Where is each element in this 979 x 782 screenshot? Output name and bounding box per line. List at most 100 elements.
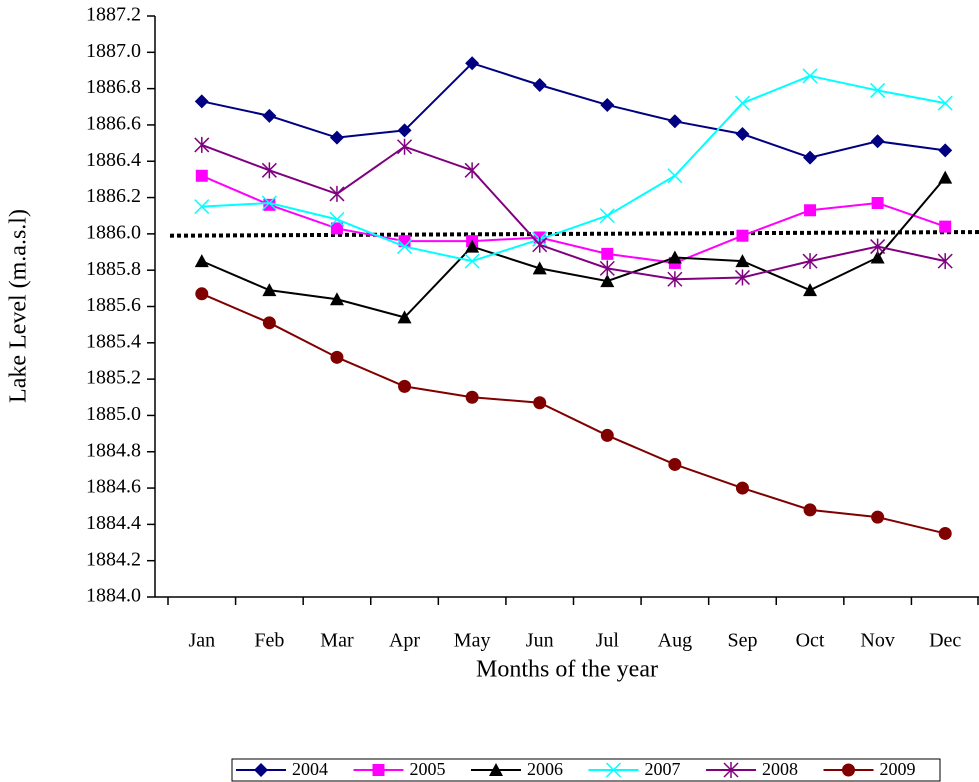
x-tick-label: Jun <box>526 630 554 652</box>
data-point <box>261 162 277 179</box>
data-point <box>870 238 886 255</box>
data-point <box>261 195 277 211</box>
x-tick-label: May <box>454 630 491 652</box>
data-point <box>195 169 208 182</box>
data-point <box>938 143 953 158</box>
y-tick-label: 1886.6 <box>86 113 141 135</box>
x-axis-title: Months of the year <box>476 657 658 683</box>
data-point <box>194 94 209 109</box>
data-point <box>736 229 749 242</box>
x-tick-label: Aug <box>658 630 692 652</box>
data-point <box>870 134 885 149</box>
data-point <box>937 95 953 111</box>
data-point <box>600 97 615 112</box>
data-point <box>667 114 682 129</box>
y-tick-label: 1887.2 <box>86 4 141 26</box>
data-point <box>398 379 412 393</box>
data-point <box>870 250 885 264</box>
legend-box <box>231 758 941 782</box>
x-tick-label: Dec <box>929 630 961 652</box>
y-tick-label: 1884.2 <box>86 548 141 570</box>
data-point <box>194 136 210 153</box>
y-axis-title: Lake Level (m.a.s.l) <box>6 209 32 403</box>
series-line <box>201 62 946 159</box>
y-tick-label: 1884.8 <box>86 439 141 461</box>
data-point <box>329 292 344 306</box>
data-point <box>804 204 817 217</box>
legend-marker <box>723 762 739 778</box>
series-line <box>201 174 946 264</box>
x-tick-label: Mar <box>320 630 354 652</box>
data-point <box>735 127 750 142</box>
data-point <box>397 123 412 138</box>
data-point <box>465 56 480 71</box>
legend-marker <box>372 764 385 776</box>
series-line <box>201 143 946 281</box>
data-point <box>599 208 615 224</box>
x-tick-label: Sep <box>727 630 757 652</box>
data-point <box>262 108 277 123</box>
data-point <box>937 253 953 270</box>
data-point <box>532 261 547 275</box>
legend-label: 2009 <box>880 759 916 779</box>
data-point <box>329 211 345 227</box>
legend-label: 2006 <box>527 759 563 779</box>
y-tick-label: 1885.4 <box>86 330 141 352</box>
legend-marker <box>842 763 855 777</box>
legend-marker <box>254 763 268 777</box>
data-point <box>668 457 682 471</box>
y-tick-label: 1885.2 <box>86 367 141 389</box>
data-point <box>734 95 750 111</box>
data-point <box>600 274 615 288</box>
data-point <box>600 428 614 442</box>
reference-line <box>169 230 979 238</box>
data-point <box>397 138 413 155</box>
legend-label: 2007 <box>645 759 681 779</box>
y-tick-label: 1884.4 <box>86 512 141 534</box>
data-point <box>262 316 276 330</box>
data-point <box>803 503 817 517</box>
y-tick-label: 1885.8 <box>86 258 141 280</box>
data-point <box>532 236 548 253</box>
series-line <box>201 292 946 535</box>
y-tick-label: 1885.0 <box>86 403 141 425</box>
data-point <box>532 77 547 92</box>
y-tick-label: 1885.6 <box>86 294 141 316</box>
data-point <box>533 396 547 410</box>
data-point <box>397 310 412 324</box>
legend-marker <box>605 762 622 778</box>
x-tick-label: Jan <box>188 630 215 652</box>
data-point <box>734 269 750 286</box>
series-line <box>201 176 946 319</box>
x-tick-label: Apr <box>389 630 420 652</box>
data-point <box>667 168 683 184</box>
data-point <box>871 197 884 210</box>
data-point <box>330 222 343 235</box>
y-tick-label: 1886.4 <box>86 149 141 171</box>
data-point <box>802 68 818 84</box>
data-point <box>803 150 818 165</box>
legend-label: 2005 <box>410 759 446 779</box>
data-point <box>735 481 749 495</box>
data-point <box>397 239 413 255</box>
data-point <box>464 253 480 269</box>
data-point <box>667 250 682 264</box>
legend-label: 2004 <box>292 759 328 779</box>
x-tick-label: Oct <box>796 630 825 652</box>
data-point <box>195 287 209 301</box>
x-tick-label: Feb <box>254 630 284 652</box>
data-point <box>262 283 277 297</box>
data-point <box>329 185 345 202</box>
y-tick-label: 1886.8 <box>86 76 141 98</box>
data-point <box>938 526 952 540</box>
data-point <box>667 271 683 288</box>
y-tick-label: 1886.2 <box>86 185 141 207</box>
data-point <box>194 199 210 215</box>
y-tick-label: 1887.0 <box>86 40 141 62</box>
data-point <box>735 254 750 268</box>
legend-marker <box>489 763 503 776</box>
data-point <box>601 247 614 260</box>
data-point <box>938 170 953 184</box>
data-point <box>330 350 344 364</box>
